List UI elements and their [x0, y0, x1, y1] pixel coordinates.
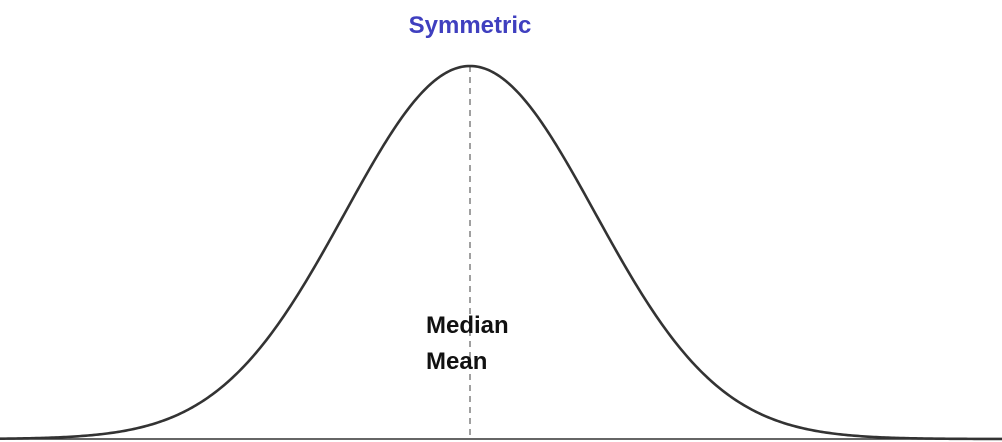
mean-label: Mean [426, 348, 487, 375]
median-label: Median [426, 312, 509, 339]
diagram-title: Symmetric [409, 12, 532, 39]
bell-curve [0, 64, 1002, 441]
